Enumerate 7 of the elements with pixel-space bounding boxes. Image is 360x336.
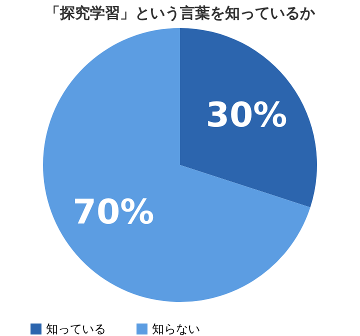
data-label: 30% xyxy=(206,96,288,136)
pie-slice xyxy=(180,28,317,208)
chart-title: 「探究学習」という言葉を知っているか xyxy=(45,4,316,22)
legend-label: 知らない xyxy=(152,322,200,336)
data-label: 70% xyxy=(72,192,154,232)
pie-slice xyxy=(43,28,310,302)
legend-label: 知っている xyxy=(46,322,106,336)
